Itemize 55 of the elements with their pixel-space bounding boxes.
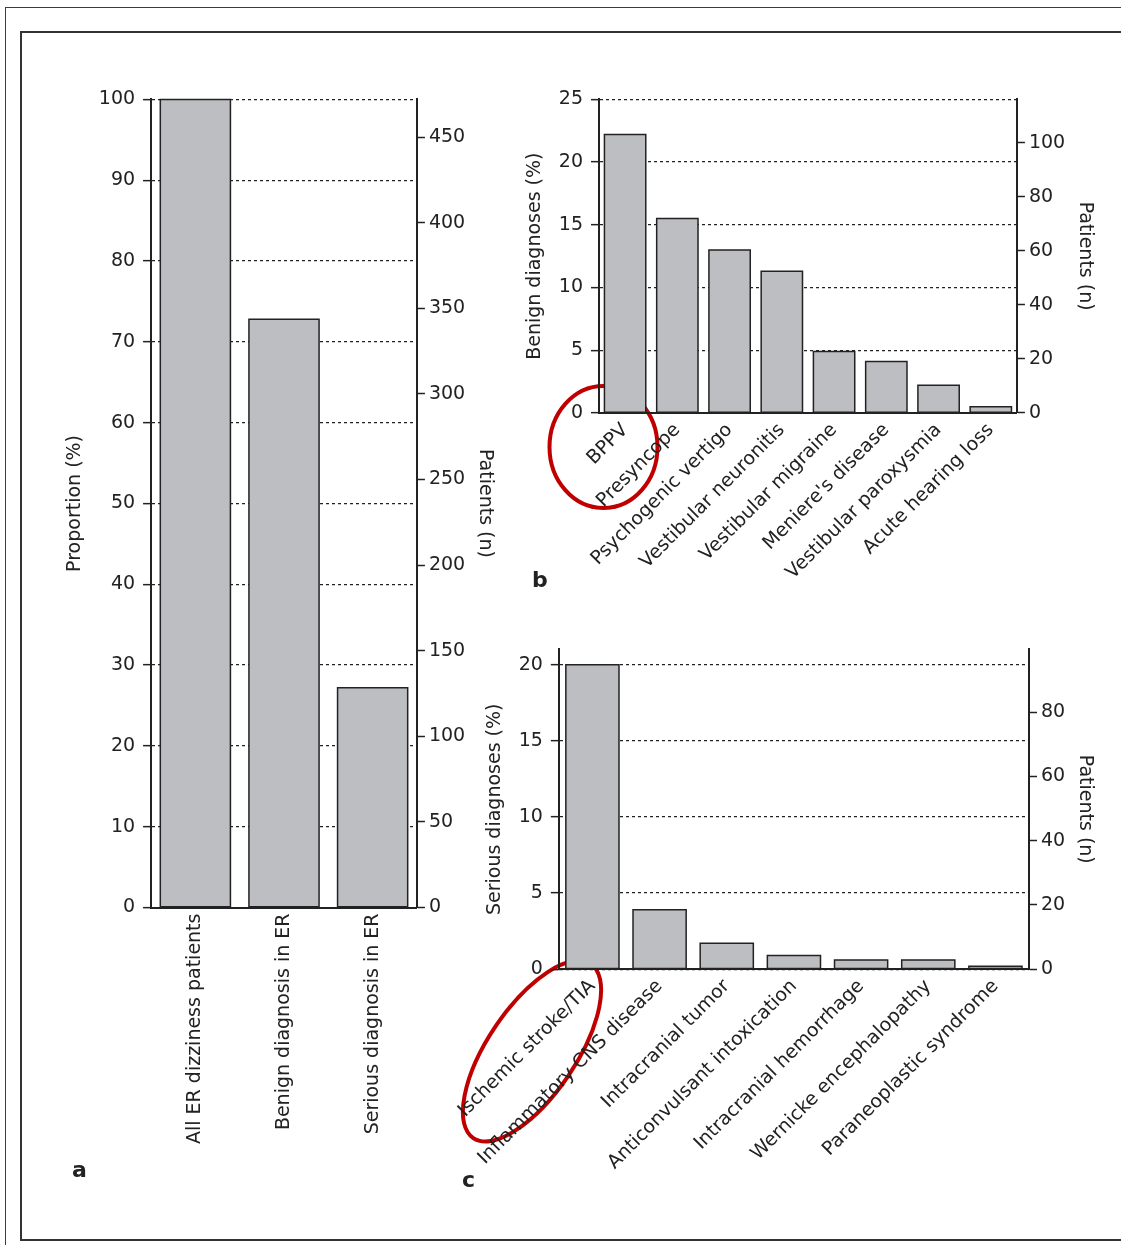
y2-tick-label: 350 (428, 295, 466, 318)
y2-axis-title: Patients (n) (475, 448, 498, 558)
y2-tick-label: 250 (428, 466, 466, 489)
y-tick-label: 100 (98, 86, 136, 109)
y2-tick-label: 0 (428, 894, 442, 917)
y-tick-label: 15 (558, 211, 583, 234)
y2-tick-label: 200 (428, 552, 466, 575)
x-tick-label: Benign diagnosis in ER (270, 913, 293, 1131)
y-tick-label: 10 (558, 274, 583, 297)
y-tick-label: 30 (110, 652, 136, 675)
y-axis-title: Proportion (%) (62, 434, 85, 572)
y2-tick-label: 100 (1028, 129, 1066, 152)
y2-axis-title: Patients (n) (1075, 754, 1098, 864)
y-tick-label: 40 (110, 571, 136, 594)
y2-tick-label: 80 (1028, 183, 1054, 206)
y-tick-label: 25 (558, 86, 583, 109)
y-axis-title: Serious diagnoses (%) (482, 703, 505, 916)
x-tick-label: Serious diagnosis in ER (359, 913, 382, 1135)
text: a (72, 1156, 87, 1182)
y-tick-label: 20 (110, 732, 136, 755)
y-tick-label: 0 (530, 956, 543, 979)
y2-tick-label: 60 (1028, 237, 1054, 260)
y2-tick-label: 80 (1041, 699, 1066, 722)
y-tick-label: 80 (110, 247, 136, 270)
text: b (532, 566, 548, 592)
y-tick-label: 0 (122, 894, 136, 917)
y-tick-label: 90 (110, 167, 136, 190)
y2-axis-title: Patients (n) (1075, 201, 1098, 311)
y2-tick-label: 100 (428, 723, 466, 746)
y2-tick-label: 20 (1041, 891, 1066, 914)
y2-tick-label: 400 (428, 209, 466, 232)
y2-tick-label: 50 (428, 808, 454, 831)
y-tick-label: 60 (110, 409, 136, 432)
y2-tick-label: 150 (428, 637, 466, 660)
y-tick-label: 5 (570, 337, 583, 360)
y-axis-title: Benign diagnoses (%) (522, 152, 545, 360)
y2-tick-label: 0 (1041, 956, 1054, 979)
text: c (462, 1166, 476, 1192)
y-tick-label: 15 (518, 727, 543, 750)
y-tick-label: 5 (530, 880, 543, 902)
y-tick-label: 50 (110, 490, 136, 513)
y2-tick-label: 300 (428, 380, 466, 403)
y-tick-label: 10 (110, 813, 136, 836)
y-tick-label: 20 (558, 149, 583, 172)
y-tick-label: 0 (570, 399, 583, 422)
y2-tick-label: 20 (1028, 345, 1054, 368)
x-tick-label: All ER dizziness patients (182, 913, 205, 1145)
y-tick-label: 70 (110, 328, 136, 351)
y2-tick-label: 40 (1041, 827, 1066, 850)
y-tick-label: 10 (518, 803, 543, 826)
y2-tick-label: 40 (1028, 291, 1054, 314)
y2-tick-label: 450 (428, 124, 466, 146)
y2-tick-label: 0 (1028, 399, 1042, 422)
y2-tick-label: 60 (1041, 763, 1066, 786)
y-tick-label: 20 (518, 651, 543, 674)
